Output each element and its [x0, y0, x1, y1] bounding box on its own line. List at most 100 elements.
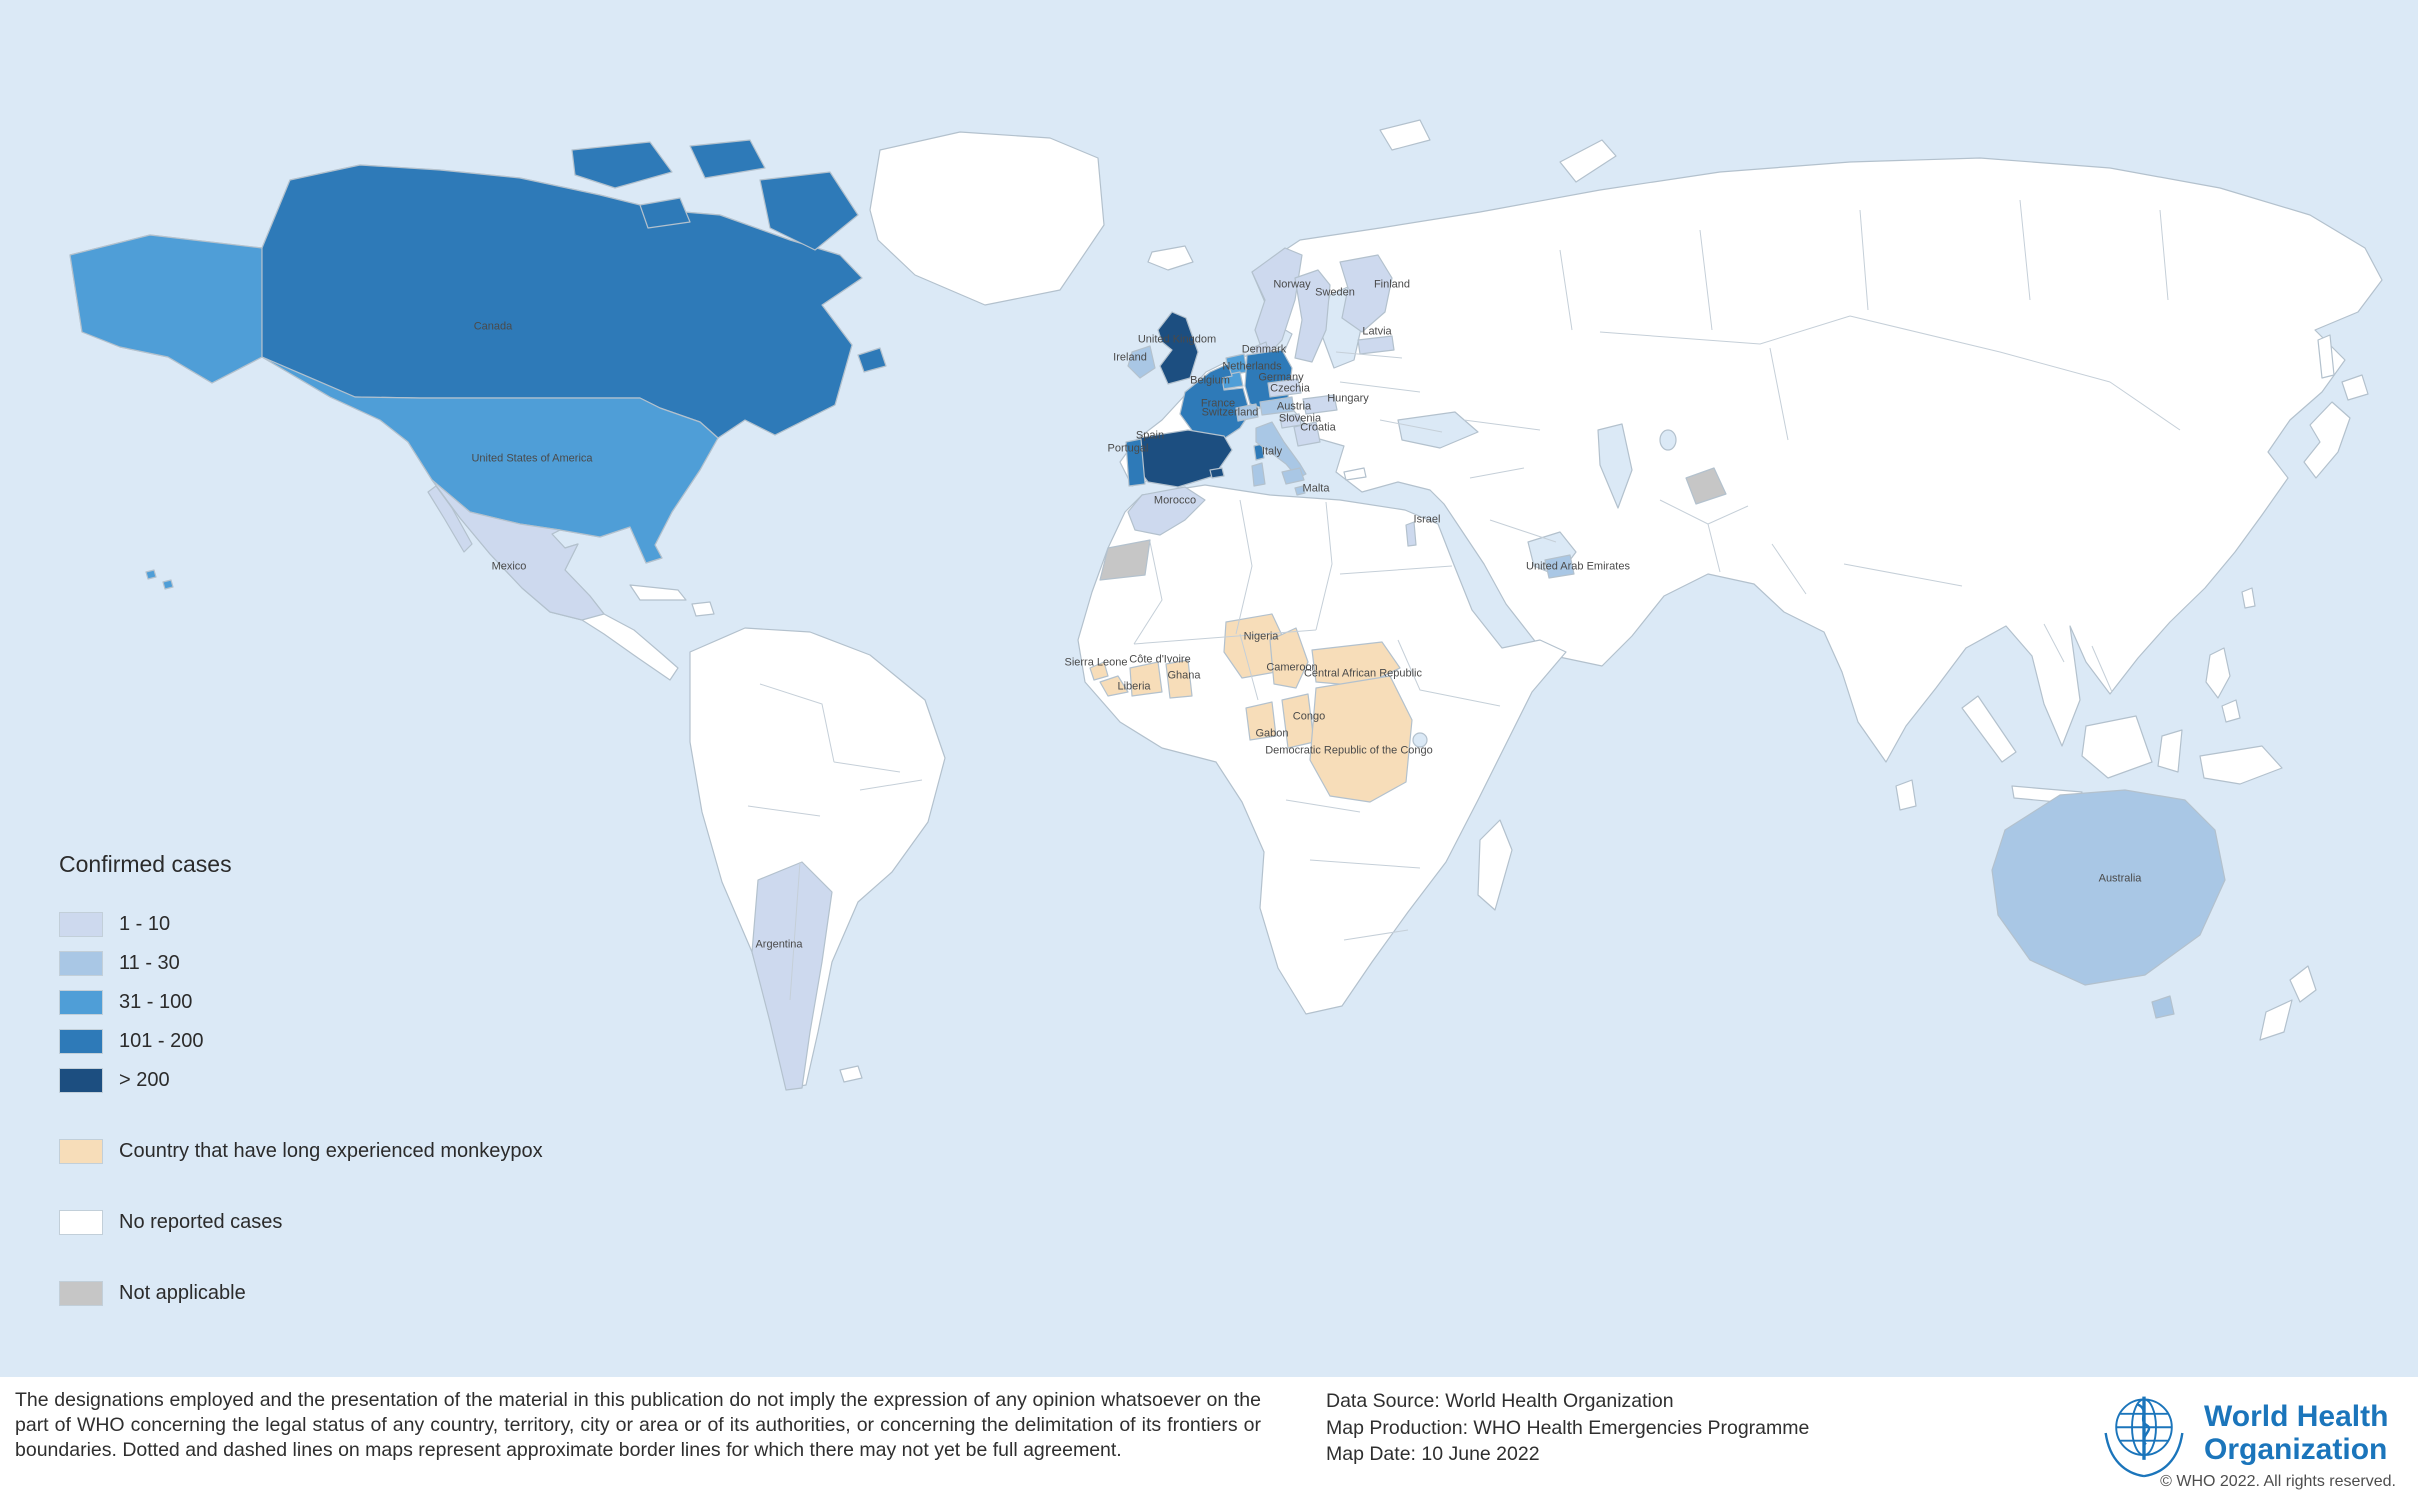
landmass-south-america — [689, 627, 946, 1089]
who-emblem-icon — [2104, 1396, 2184, 1478]
source-block: Data Source: World Health Organization M… — [1326, 1388, 1809, 1468]
country-shape-western-sahara — [1099, 539, 1151, 581]
country-shape-latvia — [1357, 335, 1395, 355]
country-shape-united-arab-emirates — [1544, 554, 1575, 579]
data-source-line: Data Source: World Health Organization — [1326, 1390, 1674, 1412]
legend-label: Country that have long experienced monke… — [119, 1140, 543, 1162]
who-logo-line2: Organization — [2204, 1433, 2388, 1466]
world-map-svg — [69, 119, 2383, 1091]
legend-swatch — [59, 1210, 103, 1235]
country-shape-usa — [261, 356, 719, 564]
landmass-new-zealand — [2259, 965, 2317, 1041]
country-shape-canada-arctic — [571, 139, 859, 251]
legend-label: Not applicable — [119, 1282, 246, 1304]
legend-item: Country that have long experienced monke… — [59, 1139, 543, 1164]
legend-item: 101 - 200 — [59, 1029, 543, 1054]
landmass-hispaniola — [691, 601, 715, 617]
legend-item: 31 - 100 — [59, 990, 543, 1015]
country-shape-united-kingdom — [1157, 311, 1199, 385]
disclaimer-text: The designations employed and the presen… — [15, 1389, 1261, 1461]
legend-label: No reported cases — [119, 1211, 283, 1233]
landmass-borneo — [2081, 715, 2153, 779]
legend-swatch — [59, 1029, 103, 1054]
map-date-line: Map Date: 10 June 2022 — [1326, 1443, 1540, 1466]
legend-label: 101 - 200 — [119, 1030, 204, 1052]
landmass-crete — [1343, 467, 1367, 481]
landmass-novaya-zemlya — [1559, 139, 1617, 183]
landmass-svalbard — [1379, 119, 1431, 151]
country-shape-spain — [1131, 429, 1233, 488]
country-shape-drc — [1309, 675, 1413, 803]
country-shape-alaska — [69, 234, 263, 384]
country-shape-croatia — [1293, 421, 1321, 447]
landmass-sulawesi — [2157, 729, 2183, 773]
landmass-sri-lanka — [1895, 779, 1917, 811]
water-lake-victoria — [1412, 732, 1428, 748]
who-logo-text: World Health Organization — [2204, 1400, 2388, 1466]
country-shape-malta — [1294, 485, 1306, 496]
legend-item: 11 - 30 — [59, 951, 543, 976]
country-shape-cameroon — [1269, 627, 1309, 689]
country-shape-newfoundland — [857, 347, 887, 373]
country-shape-cote-divoire — [1129, 661, 1163, 697]
country-shape-morocco — [1127, 486, 1206, 536]
legend-title: Confirmed cases — [59, 851, 232, 877]
legend-item: > 200 — [59, 1068, 543, 1093]
country-shape-sardinia — [1251, 462, 1266, 487]
who-logo: World Health Organization — [2098, 1387, 2388, 1479]
water-caspian-sea — [1597, 423, 1633, 509]
legend-swatch — [59, 912, 103, 937]
landmass-sakhalin — [2317, 334, 2335, 379]
legend-item: No reported cases — [59, 1210, 543, 1235]
interior-borders — [747, 199, 2181, 1001]
landmass-cuba — [629, 584, 687, 601]
legend-label: 11 - 30 — [119, 952, 180, 974]
country-shape-ghana — [1165, 659, 1193, 699]
country-shape-switzerland — [1235, 403, 1259, 422]
country-shape-finland — [1339, 254, 1393, 333]
landmass-philippines — [2205, 647, 2241, 723]
country-shape-israel — [1405, 521, 1417, 547]
landmass-japan — [2303, 401, 2351, 479]
landmass-falklands — [839, 1065, 863, 1083]
legend-swatch — [59, 1139, 103, 1164]
country-shape-gabon — [1245, 701, 1277, 741]
legend-swatch — [59, 951, 103, 976]
country-shape-congo — [1281, 693, 1315, 749]
legend-swatch — [59, 1068, 103, 1093]
world-map: Canada United States of America Mexico Arge… — [0, 0, 2418, 1377]
country-shape-portugal — [1125, 438, 1146, 487]
landmass-madagascar — [1477, 819, 1513, 911]
legend-label: 31 - 100 — [119, 991, 193, 1013]
legend-label: 1 - 10 — [119, 913, 171, 935]
landmass-greenland — [869, 131, 1105, 306]
legend-classes: 1 - 10 11 - 30 31 - 100 101 - 200 > 200 — [59, 912, 543, 1093]
legend-item: Not applicable — [59, 1281, 543, 1306]
legend: Confirmed cases 1 - 10 11 - 30 31 - 100 101… — [59, 851, 543, 1306]
country-shape-baja — [427, 485, 473, 553]
footer: The designations employed and the presen… — [0, 1377, 2418, 1510]
legend-item: 1 - 10 — [59, 912, 543, 937]
map-production-line: Map Production: WHO Health Emergencies P… — [1326, 1416, 1810, 1439]
country-shape-hungary — [1302, 394, 1338, 415]
landmass-taiwan — [2241, 587, 2256, 609]
legend-swatch — [59, 1281, 103, 1306]
country-shape-czechia — [1267, 378, 1302, 398]
legend-swatch — [59, 990, 103, 1015]
landmass-new-guinea — [2199, 745, 2283, 785]
country-shape-australia — [1991, 789, 2226, 986]
water-black-sea — [1397, 411, 1479, 449]
country-shape-sicily — [1281, 467, 1305, 485]
country-shape-norway — [1251, 247, 1303, 359]
water-aral-sea — [1659, 429, 1677, 451]
country-shape-mexico — [431, 479, 605, 621]
country-shape-sweden — [1294, 269, 1331, 363]
country-shape-liberia — [1099, 675, 1129, 697]
landmass-sumatra — [1961, 695, 2017, 763]
who-logo-line1: World Health — [2204, 1400, 2389, 1433]
landmass-hokkaido — [2341, 374, 2369, 401]
country-shape-kashmir — [1685, 467, 1727, 505]
country-shape-baleares — [1209, 467, 1225, 479]
copyright-text: © WHO 2022. All rights reserved. — [2160, 1473, 2396, 1490]
country-shape-tasmania — [2151, 995, 2175, 1019]
